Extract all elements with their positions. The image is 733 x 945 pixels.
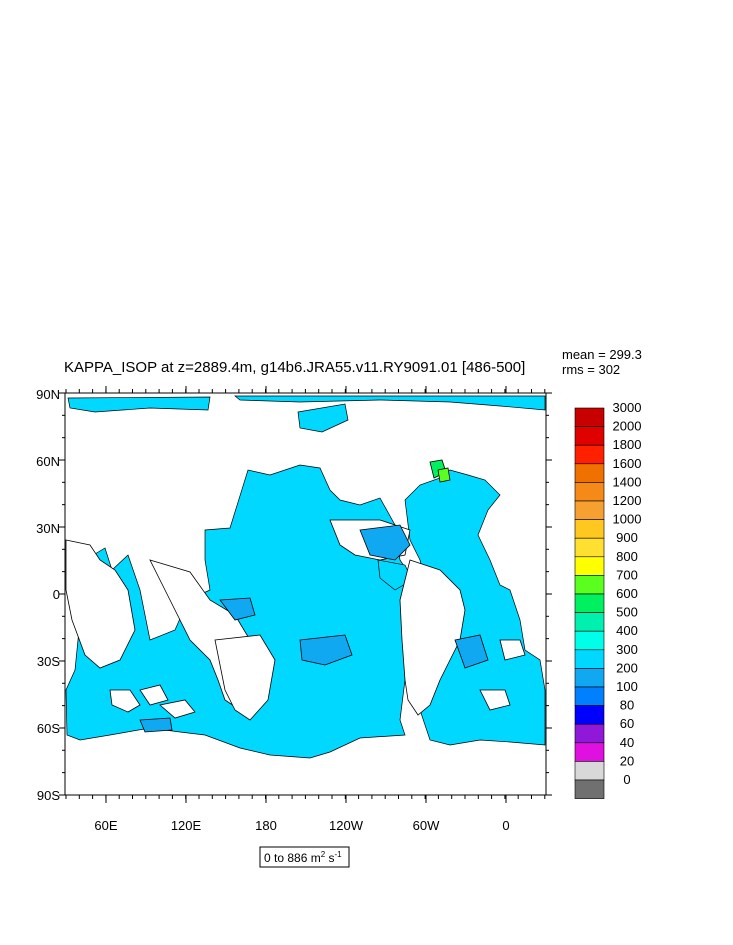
land-region — [139, 684, 169, 706]
ocean-region — [67, 396, 211, 413]
longitude-axis: 60E 120E 180 120W 60W 0 — [94, 818, 509, 833]
lat-tick-label: 90S — [37, 788, 60, 803]
land-region — [499, 639, 526, 661]
colorbar-label: 80 — [620, 698, 634, 713]
colorbar-label: 1800 — [613, 437, 642, 452]
colorbar-swatch — [574, 444, 605, 465]
colorbar-label: 200 — [616, 660, 638, 675]
colorbar-label: 600 — [616, 586, 638, 601]
colorbar-label: 100 — [616, 679, 638, 694]
colorbar-swatch — [574, 482, 605, 502]
lon-tick-label: 120W — [329, 818, 364, 833]
value-patches — [139, 459, 489, 733]
ocean-region — [234, 395, 546, 411]
colorbar — [574, 407, 605, 799]
value-patch — [139, 717, 173, 733]
rms-label: rms = 302 — [562, 362, 620, 377]
range-note-exp1: 2 — [321, 850, 326, 859]
colorbar-swatch — [574, 686, 605, 706]
land-region — [109, 689, 141, 713]
colorbar-swatch — [574, 556, 605, 576]
lat-tick-label: 60S — [37, 721, 60, 736]
colorbar-label: 40 — [620, 735, 634, 750]
land-region — [65, 539, 136, 669]
colorbar-label: 500 — [616, 605, 638, 620]
colorbar-label: 60 — [620, 716, 634, 731]
colorbar-swatch — [574, 537, 605, 558]
colorbar-label: 1400 — [613, 474, 642, 489]
range-note-text: 0 to 886 m2 s-1 — [264, 850, 342, 865]
range-note-prefix: 0 to 886 m — [264, 851, 321, 865]
colorbar-swatch — [574, 723, 605, 744]
colorbar-swatch — [574, 612, 605, 632]
value-patch — [219, 597, 256, 621]
colorbar-label: 800 — [616, 549, 638, 564]
colorbar-swatch — [574, 426, 605, 446]
lat-tick-label: 30S — [37, 654, 60, 669]
colorbar-label: 1000 — [613, 512, 642, 527]
value-patch — [359, 524, 411, 561]
colorbar-swatch — [574, 742, 605, 762]
land-region — [214, 634, 276, 721]
colorbar-swatch — [574, 575, 605, 595]
range-note-exp2: -1 — [335, 850, 343, 859]
colorbar-label: 1600 — [613, 456, 642, 471]
land-region — [159, 699, 196, 719]
plot-title: KAPPA_ISOP at z=2889.4m, g14b6.JRA55.v11… — [64, 359, 525, 376]
colorbar-labels: 3000200018001600140012001000900800700600… — [613, 400, 642, 787]
colorbar-label: 1200 — [613, 493, 642, 508]
land-region — [399, 559, 466, 716]
lat-tick-label: 30N — [36, 521, 60, 536]
colorbar-swatch — [574, 705, 605, 725]
lat-tick-label: 60N — [36, 454, 60, 469]
lat-tick-label: 90N — [36, 387, 60, 402]
colorbar-label: 400 — [616, 623, 638, 638]
latitude-axis: 90N 60N 30N 0 30S 60S 90S — [36, 387, 60, 803]
lon-tick-label: 180 — [255, 818, 277, 833]
colorbar-swatch — [574, 779, 605, 799]
colorbar-swatch — [574, 500, 605, 520]
colorbar-label: 20 — [620, 753, 634, 768]
lon-tick-label: 120E — [171, 818, 202, 833]
range-note: 0 to 886 m2 s-1 — [259, 846, 350, 868]
land-region — [479, 689, 511, 711]
value-patch — [454, 634, 489, 669]
colorbar-label: 300 — [616, 642, 638, 657]
ocean-region — [297, 403, 349, 433]
map-area — [64, 392, 547, 796]
value-patch — [299, 634, 353, 666]
colorbar-label: 2000 — [613, 419, 642, 434]
colorbar-swatch — [574, 519, 605, 539]
colorbar-label: 900 — [616, 530, 638, 545]
colorbar-swatch — [574, 761, 605, 781]
axis-tick-marks — [59, 386, 552, 803]
range-note-mid: s — [325, 851, 334, 865]
colorbar-swatch — [574, 593, 605, 613]
colorbar-swatch — [574, 630, 605, 651]
land-mask — [65, 519, 526, 721]
range-note-box — [259, 846, 350, 868]
value-patch — [437, 467, 451, 483]
lon-tick-label: 60W — [413, 818, 440, 833]
colorbar-label: 700 — [616, 567, 638, 582]
lon-tick-label: 60E — [94, 818, 117, 833]
colorbar-swatch — [574, 649, 605, 669]
colorbar-swatch — [574, 407, 605, 427]
colorbar-swatch — [574, 668, 605, 688]
lon-tick-label: 0 — [502, 818, 509, 833]
mean-label: mean = 299.3 — [562, 347, 642, 362]
colorbar-label: 3000 — [613, 400, 642, 415]
colorbar-swatch — [574, 463, 605, 483]
colorbar-label: 0 — [623, 772, 630, 787]
lat-tick-label: 0 — [53, 587, 60, 602]
